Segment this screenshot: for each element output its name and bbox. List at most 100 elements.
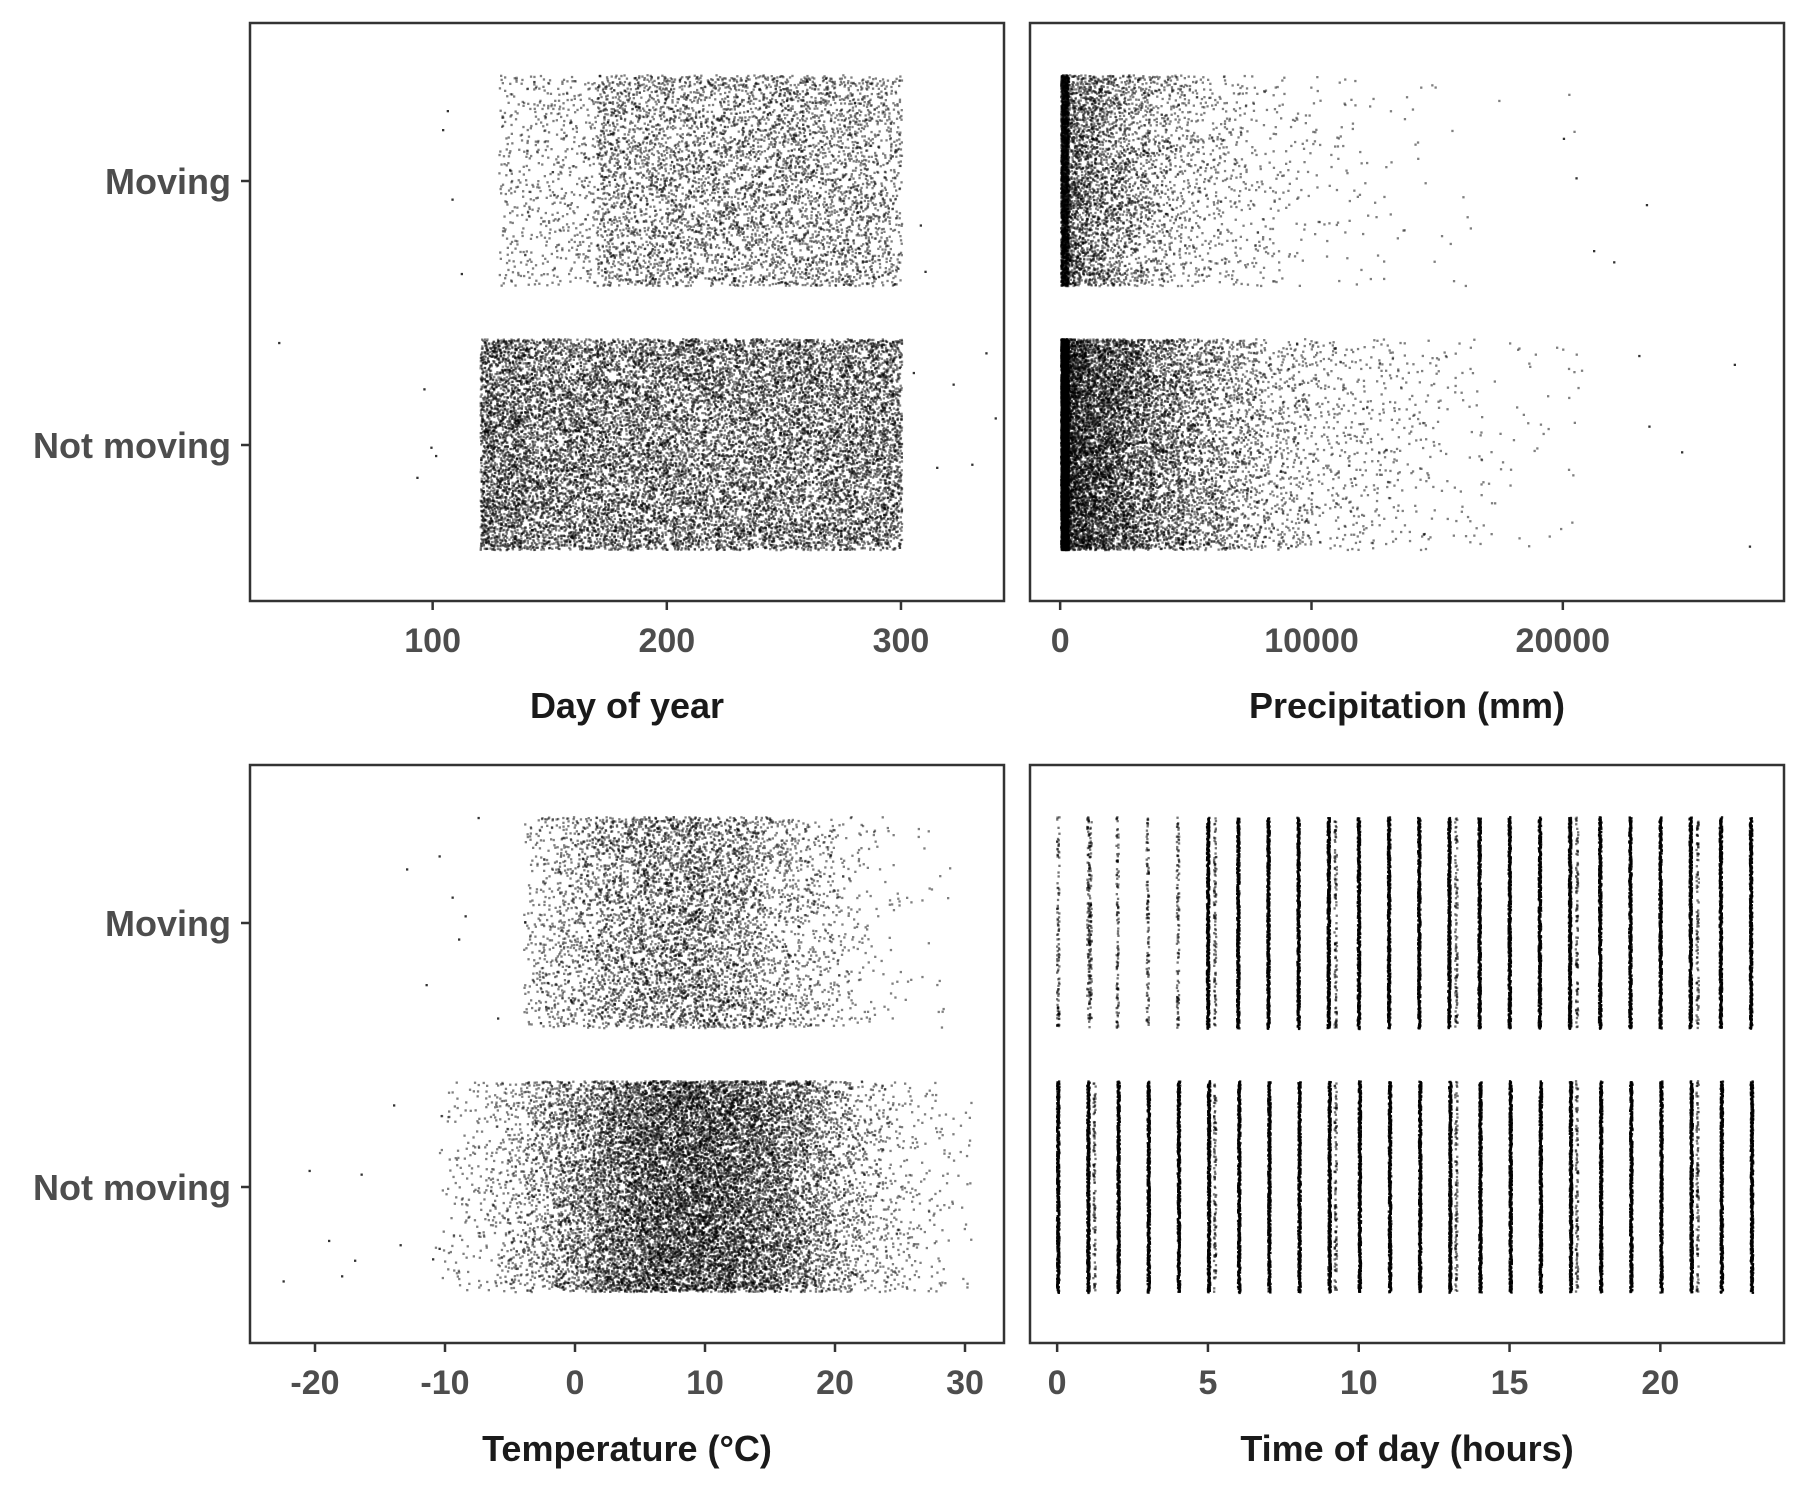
point-moving [887,213,889,215]
point-moving [828,100,830,102]
point-moving [710,158,712,160]
point-moving [608,143,610,145]
point-moving [785,88,787,90]
point-moving [770,231,772,233]
point-moving [565,257,567,259]
point-moving [587,273,589,275]
point-moving [653,80,655,82]
point-moving [736,155,738,157]
point-moving [589,276,591,278]
point-moving [679,148,681,150]
point-moving [684,275,686,277]
point-moving [649,206,651,208]
point-moving [749,284,751,286]
point-moving [640,84,642,86]
point-moving [818,161,820,163]
point-moving [530,125,532,127]
point-moving [628,242,630,244]
point-moving [587,185,589,187]
point-moving [521,79,523,81]
point-moving [704,99,706,101]
point-moving [737,214,739,216]
point-moving [752,170,754,172]
point-moving [753,103,755,105]
point-moving [840,191,842,193]
point-moving [806,282,808,284]
point-moving [711,228,713,230]
point-moving [539,190,541,192]
point-moving [747,93,749,95]
point-moving [785,167,787,169]
point-moving [628,131,630,133]
point-moving [665,157,667,159]
point-moving [552,120,554,122]
point-moving [747,217,749,219]
point-moving [837,141,839,143]
point-moving [791,183,793,185]
point-moving [888,160,890,162]
point-moving [796,117,798,119]
point-moving [899,235,901,237]
point-moving [766,204,768,206]
point-moving [629,159,631,161]
point-moving [759,100,761,102]
point-moving [711,126,713,128]
point-moving [658,132,660,134]
point-moving [636,109,638,111]
point-moving [690,266,692,268]
point-moving [566,223,568,225]
point-moving [547,261,549,263]
point-moving [526,142,528,144]
point-moving [499,251,501,253]
point-moving [580,99,582,101]
point-moving [550,148,552,150]
point-moving [702,105,704,107]
point-moving [649,120,651,122]
point-moving [666,152,668,154]
point-moving [732,245,734,247]
point-moving [576,153,578,155]
point-moving [849,278,851,280]
point-moving [677,145,679,147]
point-moving [867,200,869,202]
point-moving [568,226,570,228]
point-moving [747,143,749,145]
point-moving [544,175,546,177]
point-moving [579,224,581,226]
point-moving [737,202,739,204]
point-moving [582,223,584,225]
point-moving [540,121,542,123]
point-moving [672,128,674,130]
point-moving [858,194,860,196]
point-moving [554,104,556,106]
point-moving [648,112,650,114]
point-moving [597,210,599,212]
point-moving [638,246,640,248]
point-moving [730,112,732,114]
point-moving [798,97,800,99]
point-moving [734,116,736,118]
point-moving [538,88,540,90]
point-moving [616,202,618,204]
point-moving [757,139,759,141]
point-moving [854,188,856,190]
point-moving [513,95,515,97]
point-moving [548,237,550,239]
point-moving [577,206,579,208]
point-moving [809,237,811,239]
point-moving [558,173,560,175]
point-moving [858,109,860,111]
point-moving [852,141,854,143]
point-moving [799,119,801,121]
point-moving [591,83,593,85]
point-moving [527,129,529,131]
point-moving [790,207,792,209]
point-moving [588,98,590,100]
point-moving [573,261,575,263]
point-moving [741,267,743,269]
point-moving [637,121,639,123]
point-moving [846,129,848,131]
point-moving [773,259,775,261]
point-moving [896,215,898,217]
point-moving [849,208,851,210]
